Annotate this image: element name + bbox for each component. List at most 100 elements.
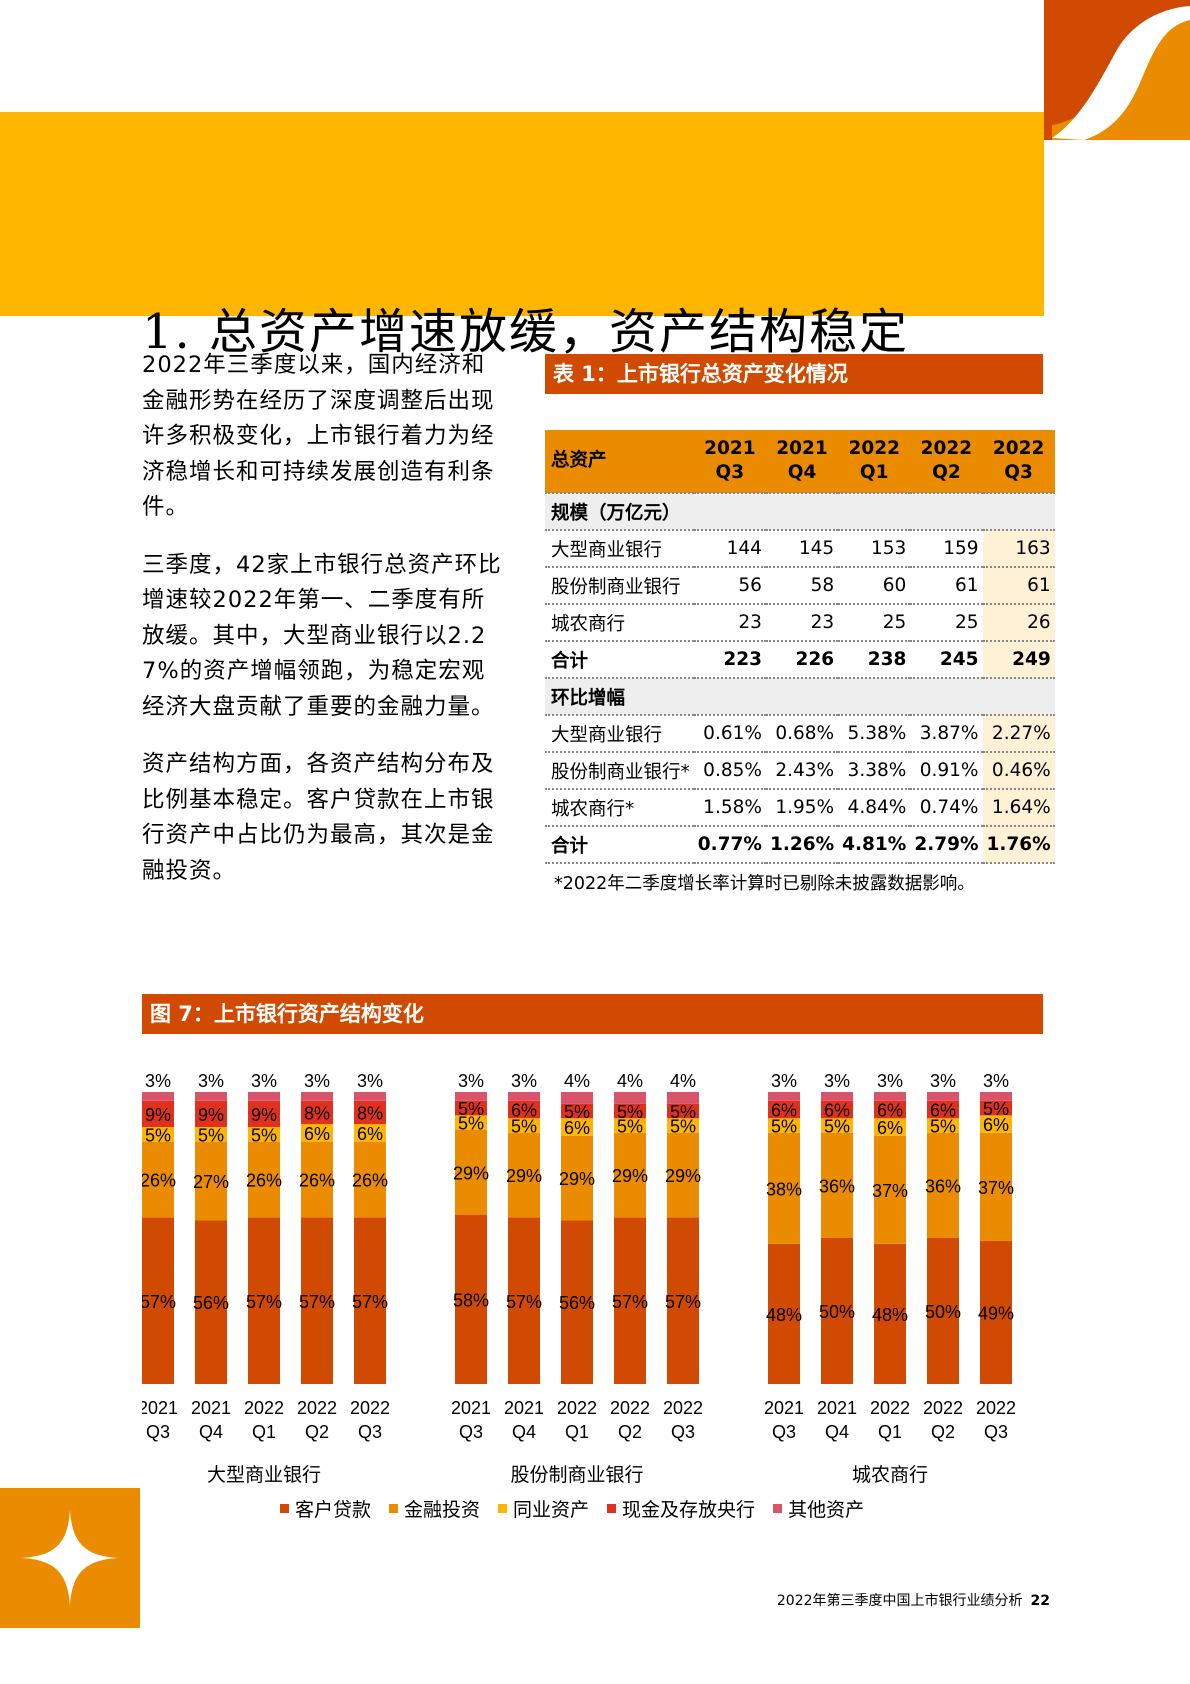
table-row: 大型商业银行 0.61% 0.68% 5.38% 3.87% 2.27% — [545, 715, 1055, 753]
bar-segment — [614, 1103, 646, 1119]
bar-segment — [768, 1118, 800, 1133]
table-cell: 58 — [765, 567, 839, 605]
bar-segment — [455, 1214, 487, 1384]
bar-segment — [142, 1092, 174, 1101]
data-label: 6% — [824, 1101, 850, 1121]
x-tick-label: Q3 — [772, 1422, 796, 1442]
bar-segment — [301, 1124, 333, 1142]
table-cell: 0.68% — [765, 715, 839, 753]
bar-segment — [561, 1092, 593, 1104]
data-label: 3% — [198, 1071, 224, 1091]
x-tick-label: Q2 — [305, 1422, 329, 1442]
row-label: 股份制商业银行 — [545, 567, 694, 605]
data-label: 8% — [304, 1103, 330, 1123]
bar-segment — [455, 1100, 487, 1116]
legend-swatch — [773, 1504, 783, 1513]
title-band: 1. 总资产增速放缓，资产结构稳定 — [0, 112, 1044, 360]
row-label: 城农商行 — [545, 604, 694, 642]
bar-segment — [354, 1124, 386, 1142]
data-label: 6% — [511, 1101, 537, 1121]
x-tick-label: 2022 — [557, 1398, 597, 1418]
paragraph: 资产结构方面，各资产结构分布及比例基本稳定。客户贷款在上市银行资产中占比仍为最高… — [142, 751, 495, 884]
data-label: 38% — [766, 1179, 802, 1199]
x-tick-label: Q4 — [825, 1422, 849, 1442]
table-cell: 0.61% — [693, 715, 766, 753]
x-tick-label: 2022 — [297, 1398, 337, 1418]
total-assets-table: 总资产 2021 Q3 2021 Q4 2022 Q1 2022 Q2 2022 Q3 规… — [545, 430, 1055, 864]
group-label: 股份制商业银行 — [510, 1464, 643, 1486]
data-label: 6% — [983, 1115, 1009, 1135]
data-label: 4% — [564, 1071, 590, 1091]
data-label: 50% — [925, 1302, 961, 1322]
data-label: 6% — [771, 1101, 797, 1121]
row-label: 股份制商业银行* — [545, 752, 694, 790]
bar-segment — [667, 1132, 699, 1218]
bar-segment — [980, 1115, 1012, 1133]
data-label: 29% — [559, 1169, 595, 1189]
x-tick-label: Q3 — [146, 1422, 170, 1442]
table-cell: 25 — [910, 604, 983, 642]
data-label: 26% — [246, 1171, 282, 1191]
group-label: 大型商业银行 — [207, 1464, 321, 1486]
data-label: 3% — [824, 1071, 850, 1091]
table-cell: 1.58% — [693, 789, 766, 827]
bar-segment — [614, 1217, 646, 1384]
data-label: 37% — [978, 1178, 1014, 1198]
bar-segment — [821, 1100, 853, 1119]
x-tick-label: 2022 — [244, 1398, 284, 1418]
bar-segment — [768, 1100, 800, 1119]
data-label: 29% — [612, 1166, 648, 1186]
data-label: 50% — [819, 1302, 855, 1322]
table-cell: 0.77% — [693, 826, 766, 864]
x-tick-label: Q3 — [671, 1422, 695, 1442]
bar-segment — [354, 1141, 386, 1218]
row-label: 大型商业银行 — [545, 530, 694, 568]
x-tick-label: Q1 — [252, 1422, 276, 1442]
table-cell: 2.27% — [982, 715, 1055, 753]
column-header: 2022 Q1 — [838, 430, 911, 494]
bar-segment — [614, 1092, 646, 1104]
bar-segment — [354, 1217, 386, 1384]
x-tick-label: 2021 — [191, 1398, 231, 1418]
x-tick-label: Q1 — [565, 1422, 589, 1442]
data-label: 6% — [304, 1124, 330, 1144]
legend-swatch — [280, 1504, 289, 1513]
bar-segment — [455, 1115, 487, 1130]
bar-segment — [768, 1092, 800, 1101]
data-label: 37% — [872, 1181, 908, 1201]
bar-segment — [561, 1118, 593, 1136]
x-tick-label: Q3 — [984, 1422, 1008, 1442]
corner-decoration-bottom — [0, 1488, 140, 1628]
table-section-row: 环比增幅 — [545, 678, 1055, 716]
data-label: 56% — [559, 1293, 595, 1313]
bar-segment — [301, 1217, 333, 1384]
table-row: 城农商行 23 23 25 25 26 — [545, 604, 1055, 642]
bar-segment — [195, 1100, 227, 1128]
data-label: 3% — [930, 1071, 956, 1091]
bar-segment — [927, 1238, 959, 1384]
x-tick-label: 2022 — [663, 1398, 703, 1418]
bar-segment — [195, 1092, 227, 1101]
bar-segment — [301, 1141, 333, 1218]
legend-item: 其他资产 — [773, 1495, 864, 1522]
bar-segment — [248, 1092, 280, 1101]
data-label: 5% — [824, 1117, 850, 1137]
table-cell: 4.84% — [838, 789, 911, 827]
data-label: 8% — [357, 1103, 383, 1123]
legend-swatch — [389, 1504, 399, 1513]
bar-segment — [927, 1118, 959, 1133]
bar-segment — [195, 1141, 227, 1221]
x-tick-label: Q2 — [618, 1422, 642, 1442]
bar-segment — [821, 1092, 853, 1101]
x-tick-label: 2021 — [504, 1398, 544, 1418]
data-label: 9% — [251, 1105, 277, 1125]
bar-segment — [354, 1100, 386, 1125]
bar-segment — [561, 1103, 593, 1119]
bar-segment — [248, 1100, 280, 1128]
legend-item: 客户贷款 — [280, 1495, 371, 1522]
bar-segment — [980, 1092, 1012, 1101]
table-cell: 23 — [693, 604, 766, 642]
bar-segment — [667, 1118, 699, 1133]
table-cell: 25 — [838, 604, 911, 642]
bar-segment — [508, 1092, 540, 1101]
